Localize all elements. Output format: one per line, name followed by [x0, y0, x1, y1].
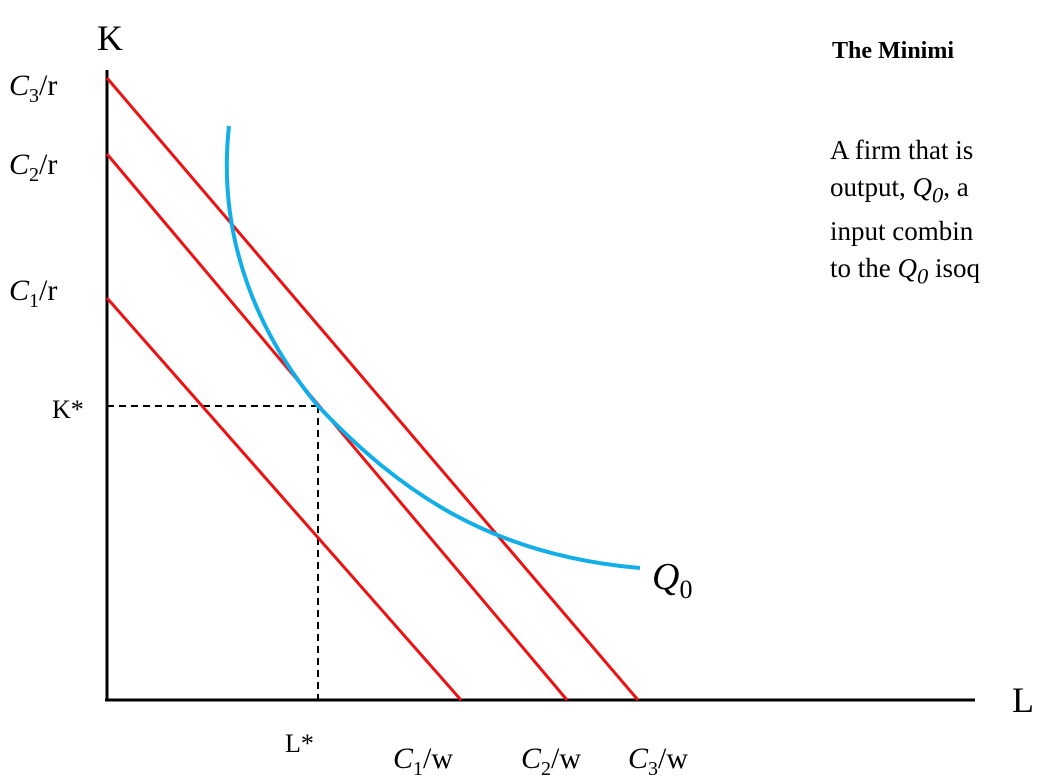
panel-description: A firm that is output, Q0, a input combi… [830, 132, 980, 295]
k-star-label: K* [52, 395, 84, 424]
isocost-line-c3 [105, 77, 640, 701]
q0-math: Q0 [897, 253, 929, 289]
isoquant-q0-label: Q0 [652, 556, 692, 604]
description-line-4: to the Q0 isoq [830, 253, 981, 289]
q0-math: Q0 [912, 172, 944, 208]
description-line-1: A firm that is [830, 135, 974, 165]
label-c3-over-w: C3/w [628, 742, 688, 780]
isoquant-q0-curve [224, 125, 641, 570]
label-c3-over-r: C3/r [9, 69, 57, 107]
x-axis-label: L [1012, 680, 1034, 720]
label-c1-over-w: C1/w [393, 742, 453, 780]
y-axis-label: K [97, 18, 123, 58]
description-line-2: output, Q0, a [830, 172, 969, 208]
label-c1-over-r: C1/r [9, 274, 57, 312]
description-line-3: input combin [830, 216, 974, 247]
panel-heading: The Minimi [832, 38, 955, 64]
l-star-label: L* [285, 729, 314, 758]
label-c2-over-w: C2/w [521, 742, 581, 780]
isocost-line-c1 [105, 297, 463, 701]
label-c2-over-r: C2/r [9, 148, 57, 186]
